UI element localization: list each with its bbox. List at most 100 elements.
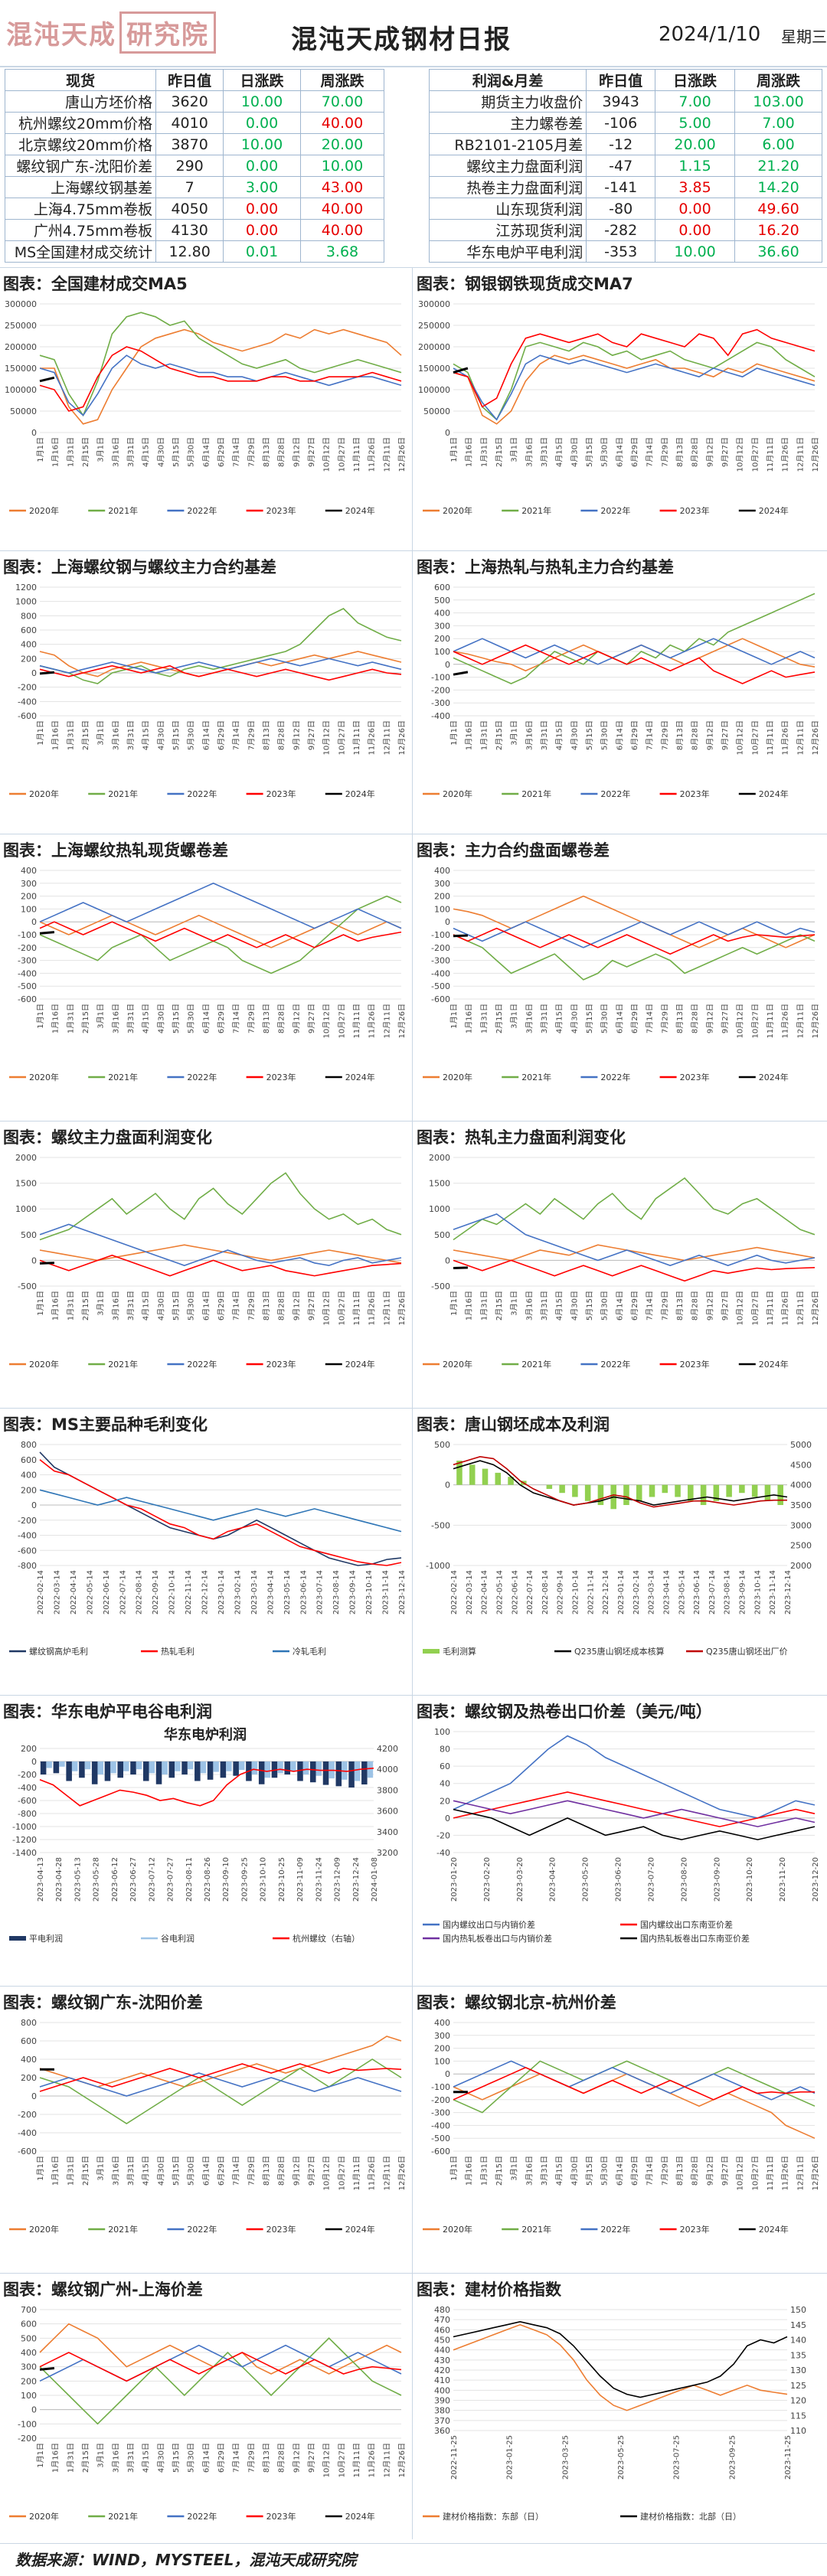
- chart-title: 图表：上海螺纹热轧现货螺卷差: [3, 841, 228, 860]
- y-tick-label: 2000: [15, 1153, 37, 1163]
- x-tick-label: 2月15日: [495, 2156, 504, 2186]
- y2-tick-label: 4000: [790, 1481, 812, 1490]
- y-tick-label: 300: [434, 621, 450, 631]
- chart-title: 图表：螺纹钢及热卷出口价差（美元/吨）: [417, 1703, 712, 1721]
- x-tick-label: 9月12日: [705, 1004, 714, 1033]
- x-tick-label: 1月1日: [36, 720, 45, 746]
- x-tick-label: 8月28日: [277, 1004, 286, 1033]
- x-tick-label: 3月1日: [96, 1291, 106, 1316]
- spot-cell-value: 4130: [155, 219, 224, 241]
- spot-cell-week: 40.00: [299, 219, 385, 241]
- chart-svg: 华东电炉利润 -1400 -1200 -1000 -800 -600 -400 -200 0 20…: [9, 1726, 398, 1944]
- series-line-1: [39, 608, 402, 684]
- x-tick-label: 3月16日: [111, 720, 120, 750]
- x-tick-label: 4月30日: [156, 1291, 165, 1321]
- y-tick-label: 400: [21, 1471, 37, 1481]
- x-tick-label: 2022-10-14: [572, 1570, 580, 1614]
- x-tick-label: 5月15日: [585, 1291, 594, 1321]
- x-tick-label: 1月16日: [465, 2156, 474, 2186]
- bar-mark-primary: [66, 1761, 72, 1781]
- series-line-0: [453, 1244, 816, 1262]
- legend-label: 国内热轧板卷出口东南亚价差: [640, 1933, 750, 1944]
- x-tick-label: 12月26日: [811, 1291, 820, 1325]
- bar-mark: [764, 1484, 771, 1501]
- x-tick-label: 7月29日: [247, 1004, 256, 1033]
- legend-label: 2022年: [600, 1359, 630, 1370]
- spot-cell-day: 0.00: [223, 198, 301, 220]
- legend-label: 建材价格指数：东部（日）: [443, 2511, 544, 2522]
- x-tick-label: 3月16日: [525, 1004, 534, 1033]
- x-tick-label: 6月29日: [217, 1004, 226, 1033]
- profit-cell-week: 49.60: [734, 198, 822, 220]
- bar-mark: [662, 1484, 668, 1494]
- profit-cell-day: 1.15: [655, 155, 736, 177]
- y-tick-label: -40: [436, 1848, 450, 1858]
- y-tick-label: -600: [431, 2147, 450, 2156]
- x-tick-label: 8月13日: [262, 2443, 271, 2473]
- series-line-3: [39, 346, 402, 412]
- spot-cell-day: 0.00: [223, 155, 301, 177]
- x-tick-label: 8月28日: [277, 2443, 286, 2473]
- y-tick-label: -800: [18, 1561, 37, 1571]
- x-tick-label: 3月31日: [126, 2443, 136, 2473]
- x-tick-label: 3月1日: [510, 720, 519, 746]
- y-tick-label: -400: [431, 968, 450, 978]
- x-tick-label: 2023-01-14: [217, 1570, 226, 1614]
- data-source-footer: 数据来源：WIND，MYSTEEL，混沌天成研究院: [0, 2543, 827, 2575]
- x-tick-label: 6月29日: [630, 2156, 639, 2186]
- x-tick-label: 1月1日: [449, 437, 459, 462]
- chart-title: 图表：MS主要品种毛利变化: [3, 1415, 208, 1434]
- x-tick-label: 11月26日: [368, 1004, 377, 1038]
- bar-mark-secondary: [97, 1761, 104, 1774]
- legend-label: 2020年: [443, 1359, 472, 1370]
- bar-mark: [559, 1484, 565, 1494]
- section-divider: [0, 267, 827, 268]
- y-tick-label: 80: [440, 1745, 450, 1755]
- x-tick-label: 2023-11-14: [382, 1570, 391, 1614]
- x-tick-label: 7月29日: [660, 1291, 669, 1321]
- x-tick-label: 9月27日: [721, 1291, 730, 1321]
- x-tick-label: 11月26日: [368, 720, 377, 755]
- y-tick-label: 200: [21, 892, 37, 902]
- x-tick-label: 9月12日: [292, 1291, 301, 1321]
- x-tick-label: 2023-01-14: [617, 1570, 626, 1614]
- profit-cell-name: 热卷主力盘面利润: [428, 176, 587, 198]
- series-line-3: [39, 664, 402, 681]
- spot-row: 螺纹钢广东-沈阳价差 290 0.00 10.00: [4, 155, 385, 177]
- legend-label: 2024年: [759, 505, 789, 516]
- x-tick-label: 7月29日: [247, 2156, 256, 2186]
- x-tick-label: 12月26日: [397, 1291, 407, 1325]
- x-tick-label: 5月30日: [600, 720, 610, 750]
- x-tick-label: 11月11日: [352, 2156, 361, 2190]
- y2-tick-label: 3000: [790, 1520, 812, 1530]
- x-tick-label: 5月30日: [187, 1004, 196, 1033]
- x-tick-label: 2023-06-27: [129, 1857, 138, 1902]
- bar-mark-primary: [335, 1761, 342, 1787]
- x-tick-label: 9月12日: [705, 720, 714, 750]
- x-tick-label: 3月16日: [525, 720, 534, 750]
- series-line-2: [39, 354, 402, 416]
- bar-mark-secondary: [84, 1761, 91, 1770]
- y-tick-label: 370: [434, 2416, 450, 2426]
- x-tick-label: 6月29日: [217, 2156, 226, 2186]
- x-tick-label: 3月1日: [510, 1004, 519, 1029]
- x-tick-label: 4月30日: [156, 1004, 165, 1033]
- x-tick-label: 12月11日: [796, 437, 805, 472]
- y2-tick-label: 110: [790, 2426, 806, 2436]
- x-tick-label: 10月12日: [736, 437, 745, 472]
- series-line-4: [39, 671, 55, 675]
- x-tick-label: 11月26日: [781, 1004, 790, 1038]
- x-tick-label: 4月15日: [142, 437, 151, 467]
- bar-mark-secondary: [277, 1761, 283, 1774]
- spot-cell-week: 20.00: [299, 133, 385, 155]
- x-tick-label: 8月13日: [262, 437, 271, 467]
- bar-mark-primary: [297, 1761, 303, 1781]
- chart-panel-c15: 图表：螺纹钢广州-上海价差 -200 -100 0 100 200 300 400 500 600…: [0, 2277, 412, 2538]
- series-line-0: [39, 1768, 374, 1807]
- bar-mark: [700, 1484, 707, 1505]
- x-tick-label: 4月30日: [570, 437, 579, 467]
- x-tick-label: 1月1日: [449, 2156, 459, 2181]
- x-tick-label: 8月28日: [691, 1004, 700, 1033]
- y-tick-label: 1200: [15, 583, 37, 593]
- x-tick-label: 2022-02-14: [450, 1570, 459, 1614]
